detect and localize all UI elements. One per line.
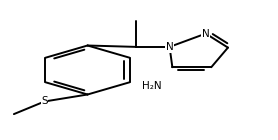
Text: N: N [202, 29, 210, 39]
Text: H₂N: H₂N [142, 81, 161, 91]
Text: N: N [166, 42, 173, 52]
Text: S: S [41, 96, 48, 107]
